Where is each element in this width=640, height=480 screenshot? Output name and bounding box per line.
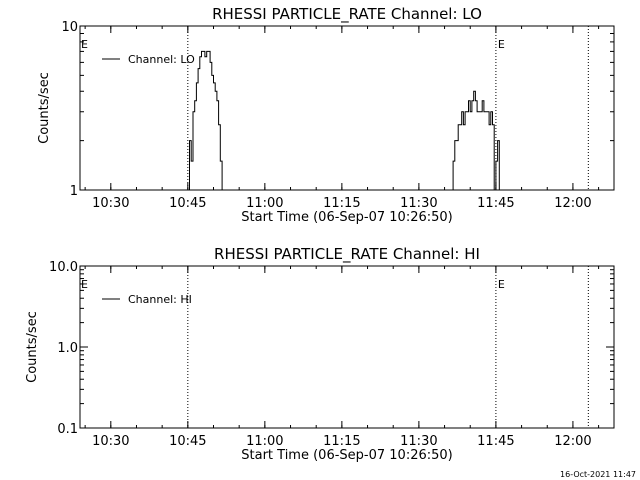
x-axis-label: Start Time (06-Sep-07 10:26:50)	[241, 210, 452, 225]
x-axis-label: Start Time (06-Sep-07 10:26:50)	[241, 448, 452, 463]
chart-title: RHESSI PARTICLE_RATE Channel: LO	[212, 5, 482, 24]
y-tick-label: 1	[70, 184, 78, 199]
x-tick-label: 10:45	[169, 434, 206, 449]
chart-title: RHESSI PARTICLE_RATE Channel: HI	[214, 245, 480, 264]
y-tick-label: 1.0	[57, 341, 78, 356]
x-tick-label: 11:00	[246, 196, 283, 211]
timestamp: 16-Oct-2021 11:47	[560, 470, 636, 479]
x-tick-label: 11:30	[400, 196, 437, 211]
chart-panel-2: RHESSI PARTICLE_RATE Channel: HI 10:30 10:…	[25, 245, 615, 463]
y-tick-label: 10.0	[49, 260, 78, 275]
x-tick-label: 10:30	[92, 196, 129, 211]
time-marker-label: E	[498, 38, 505, 51]
x-tick-label: 12:00	[554, 196, 591, 211]
x-tick-label: 11:15	[323, 434, 360, 449]
y-tick-label: 10	[61, 20, 78, 35]
x-tick-label: 12:00	[554, 434, 591, 449]
x-tick-label: 11:45	[477, 196, 514, 211]
series-line	[187, 50, 501, 191]
x-tick-label: 11:15	[323, 196, 360, 211]
y-tick-label: 0.1	[57, 422, 78, 437]
edge-marker-label: E	[81, 278, 88, 291]
edge-marker-label: E	[81, 38, 88, 51]
time-marker-label: E	[498, 278, 505, 291]
chart-panel-1: RHESSI PARTICLE_RATE Channel: LO 10:30 10:…	[37, 5, 615, 225]
x-tick-label: 10:30	[92, 434, 129, 449]
y-axis-label: Counts/sec	[37, 72, 52, 144]
legend-label: Channel: HI	[128, 293, 192, 306]
plot-frame	[79, 265, 615, 429]
y-axis-label: Counts/sec	[25, 311, 40, 383]
x-tick-label: 11:30	[400, 434, 437, 449]
x-tick-label: 10:45	[169, 196, 206, 211]
x-tick-label: 11:00	[246, 434, 283, 449]
plot-frame	[79, 25, 615, 191]
x-tick-label: 11:45	[477, 434, 514, 449]
legend-label: Channel: LO	[128, 53, 195, 66]
